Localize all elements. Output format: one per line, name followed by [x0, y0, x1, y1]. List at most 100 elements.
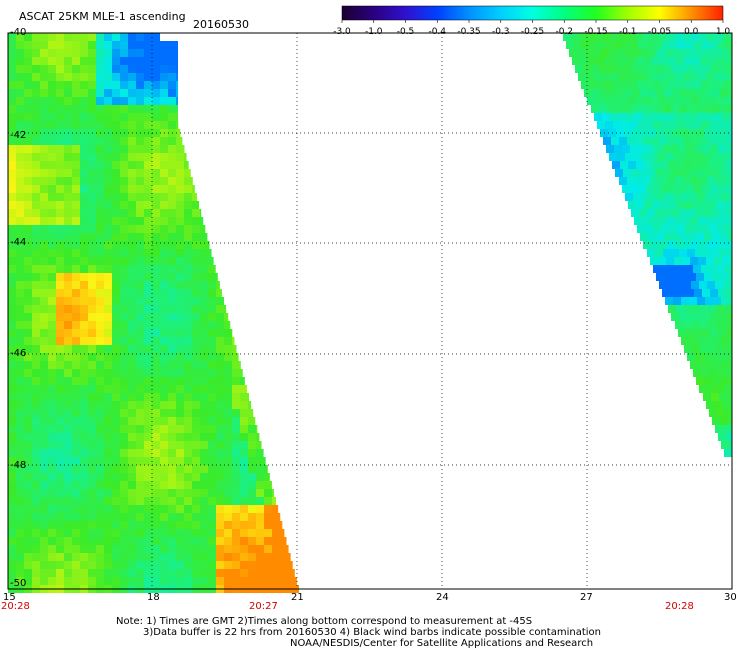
- swath-cell: [168, 489, 176, 497]
- swath-cell: [40, 225, 48, 233]
- swath-cell: [120, 417, 128, 425]
- swath-cell: [192, 385, 200, 393]
- swath-cell: [8, 201, 16, 209]
- swath-cell: [80, 449, 88, 457]
- swath-cell: [272, 569, 280, 577]
- swath-cell: [675, 281, 683, 289]
- swath-cell: [264, 577, 272, 585]
- swath-cell: [216, 529, 224, 537]
- swath-cell: [256, 489, 264, 497]
- swath-cell: [224, 545, 232, 553]
- swath-cell: [104, 441, 112, 449]
- lat-label-48: -48: [10, 460, 27, 471]
- swath-cell: [729, 297, 732, 305]
- swath-cell: [192, 257, 200, 265]
- swath-cell: [24, 321, 32, 329]
- swath-cell: [680, 89, 688, 97]
- swath-cell: [32, 57, 40, 65]
- swath-cell: [643, 137, 651, 145]
- swath-cell: [683, 97, 691, 105]
- swath-cell: [176, 321, 184, 329]
- swath-cell: [192, 569, 200, 577]
- swath-cell: [168, 217, 176, 225]
- swath-cell: [40, 185, 48, 193]
- swath-cell: [200, 209, 202, 217]
- swath-cell: [144, 273, 152, 281]
- swath-cell: [715, 425, 723, 433]
- swath-cell: [713, 337, 721, 345]
- swath-cell: [160, 505, 168, 513]
- swath-cell: [128, 177, 136, 185]
- swath-cell: [48, 249, 56, 257]
- swath-cell: [112, 193, 120, 201]
- swath-cell: [48, 185, 56, 193]
- swath-cell: [16, 257, 24, 265]
- swath-cell: [40, 345, 48, 353]
- swath-cell: [623, 65, 631, 73]
- swath-cell: [152, 161, 160, 169]
- swath-cell: [280, 521, 283, 529]
- swath-cell: [144, 81, 152, 89]
- swath-cell: [112, 41, 120, 49]
- swath-cell: [48, 257, 56, 265]
- swath-cell: [72, 33, 80, 41]
- swath-cell: [683, 33, 691, 41]
- swath-cell: [144, 489, 152, 497]
- swath-cell: [16, 297, 24, 305]
- swath-cell: [160, 401, 168, 409]
- swath-cell: [707, 177, 715, 185]
- swath-cell: [32, 169, 40, 177]
- swath-cell: [224, 457, 232, 465]
- swath-cell: [120, 217, 128, 225]
- swath-cell: [72, 457, 80, 465]
- swath-cell: [56, 417, 64, 425]
- swath-cell: [104, 465, 112, 473]
- swath-cell: [192, 233, 200, 241]
- swath-cell: [104, 577, 112, 585]
- swath-cell: [726, 289, 732, 297]
- swath-cell: [723, 385, 731, 393]
- swath-cell: [200, 385, 208, 393]
- swath-cell: [604, 57, 612, 65]
- swath-cell: [176, 417, 184, 425]
- swath-cell: [96, 449, 104, 457]
- swath-cell: [88, 361, 96, 369]
- swath-cell: [684, 161, 692, 169]
- swath-cell: [240, 409, 248, 417]
- swath-cell: [160, 161, 168, 169]
- swath-cell: [168, 457, 176, 465]
- swath-cell: [104, 121, 112, 129]
- swath-cell: [96, 121, 104, 129]
- swath-cell: [650, 73, 658, 81]
- swath-cell: [646, 145, 654, 153]
- swath-cell: [64, 97, 72, 105]
- swath-cell: [192, 577, 200, 585]
- swath-cell: [700, 305, 708, 313]
- swath-cell: [80, 369, 88, 377]
- swath-cell: [72, 313, 80, 321]
- swath-cell: [120, 169, 128, 177]
- swath-cell: [723, 425, 731, 433]
- swath-cell: [160, 89, 168, 97]
- swath-cell: [661, 121, 669, 129]
- swath-cell: [72, 169, 80, 177]
- swath-cell: [208, 569, 216, 577]
- swath-cell: [24, 577, 32, 585]
- swath-cell: [80, 249, 88, 257]
- swath-cell: [48, 97, 56, 105]
- swath-cell: [676, 161, 684, 169]
- swath-cell: [64, 409, 72, 417]
- swath-cell: [104, 369, 112, 377]
- swath-cell: [686, 41, 694, 49]
- swath-cell: [709, 265, 717, 273]
- swath-cell: [16, 481, 24, 489]
- swath-cell: [703, 169, 711, 177]
- swath-cell: [80, 89, 88, 97]
- swath-cell: [176, 465, 184, 473]
- swath-cell: [112, 521, 120, 529]
- swath-cell: [184, 385, 192, 393]
- swath-cell: [675, 137, 683, 145]
- swath-cell: [657, 193, 665, 201]
- swath-cell: [296, 577, 297, 585]
- swath-cell: [152, 241, 160, 249]
